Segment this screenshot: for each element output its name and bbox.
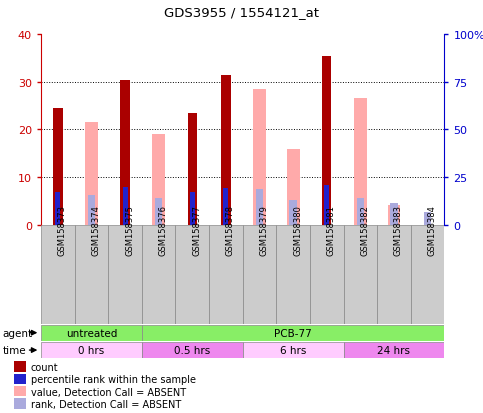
Text: count: count (30, 362, 58, 372)
Text: 6 hrs: 6 hrs (280, 345, 306, 355)
Bar (343, 342, 444, 358)
Bar (120, 81, 130, 225)
Text: rank, Detection Call = ABSENT: rank, Detection Call = ABSENT (30, 399, 181, 409)
Text: GDS3955 / 1554121_at: GDS3955 / 1554121_at (164, 6, 319, 19)
Bar (356, 199, 364, 225)
Bar (209, 225, 242, 324)
Bar (243, 225, 276, 324)
Bar (88, 196, 95, 225)
Bar (14, 386, 26, 396)
Bar (190, 193, 195, 225)
Bar (343, 225, 377, 324)
Bar (75, 225, 108, 324)
Bar (322, 57, 331, 225)
Bar (310, 225, 343, 324)
Bar (14, 374, 26, 384)
Text: 0 hrs: 0 hrs (78, 345, 105, 355)
Bar (41, 225, 75, 324)
Text: GSM158377: GSM158377 (192, 204, 201, 256)
Text: GSM158381: GSM158381 (327, 205, 336, 255)
Bar (243, 342, 343, 358)
Bar (108, 225, 142, 324)
Text: GSM158378: GSM158378 (226, 204, 235, 256)
Bar (142, 225, 175, 324)
Bar (175, 225, 209, 324)
Text: GSM158374: GSM158374 (91, 205, 100, 255)
Text: GSM158382: GSM158382 (360, 205, 369, 255)
Bar (424, 213, 431, 225)
Text: percentile rank within the sample: percentile rank within the sample (30, 375, 196, 385)
Bar (85, 123, 98, 225)
Bar (289, 200, 297, 225)
Bar (324, 185, 329, 225)
Bar (187, 114, 197, 225)
Text: value, Detection Call = ABSENT: value, Detection Call = ABSENT (30, 387, 185, 397)
Text: 24 hrs: 24 hrs (377, 345, 411, 355)
Text: untreated: untreated (66, 328, 117, 338)
Bar (377, 225, 411, 324)
Bar (56, 193, 60, 225)
Bar (221, 76, 230, 225)
Text: GSM158384: GSM158384 (427, 205, 437, 255)
Bar (256, 190, 263, 225)
Text: GSM158375: GSM158375 (125, 205, 134, 255)
Text: agent: agent (2, 328, 32, 338)
Bar (53, 109, 63, 225)
Bar (253, 90, 266, 225)
Bar (123, 188, 128, 225)
Bar (155, 199, 162, 225)
Bar (142, 342, 242, 358)
Bar (411, 225, 444, 324)
Bar (276, 225, 310, 324)
Bar (142, 325, 444, 341)
Bar (14, 361, 26, 372)
Bar (287, 150, 299, 225)
Bar (14, 399, 26, 409)
Text: GSM158383: GSM158383 (394, 204, 403, 256)
Bar (41, 325, 142, 341)
Text: GSM158379: GSM158379 (259, 205, 269, 255)
Text: GSM158380: GSM158380 (293, 205, 302, 255)
Bar (354, 98, 367, 225)
Text: GSM158376: GSM158376 (159, 204, 168, 256)
Text: 0.5 hrs: 0.5 hrs (174, 345, 211, 355)
Bar (390, 204, 398, 225)
Bar (41, 342, 142, 358)
Text: time: time (2, 345, 26, 355)
Bar (387, 205, 400, 225)
Text: GSM158373: GSM158373 (58, 204, 67, 256)
Text: PCB-77: PCB-77 (274, 328, 312, 338)
Bar (152, 135, 165, 225)
Bar (223, 189, 228, 225)
